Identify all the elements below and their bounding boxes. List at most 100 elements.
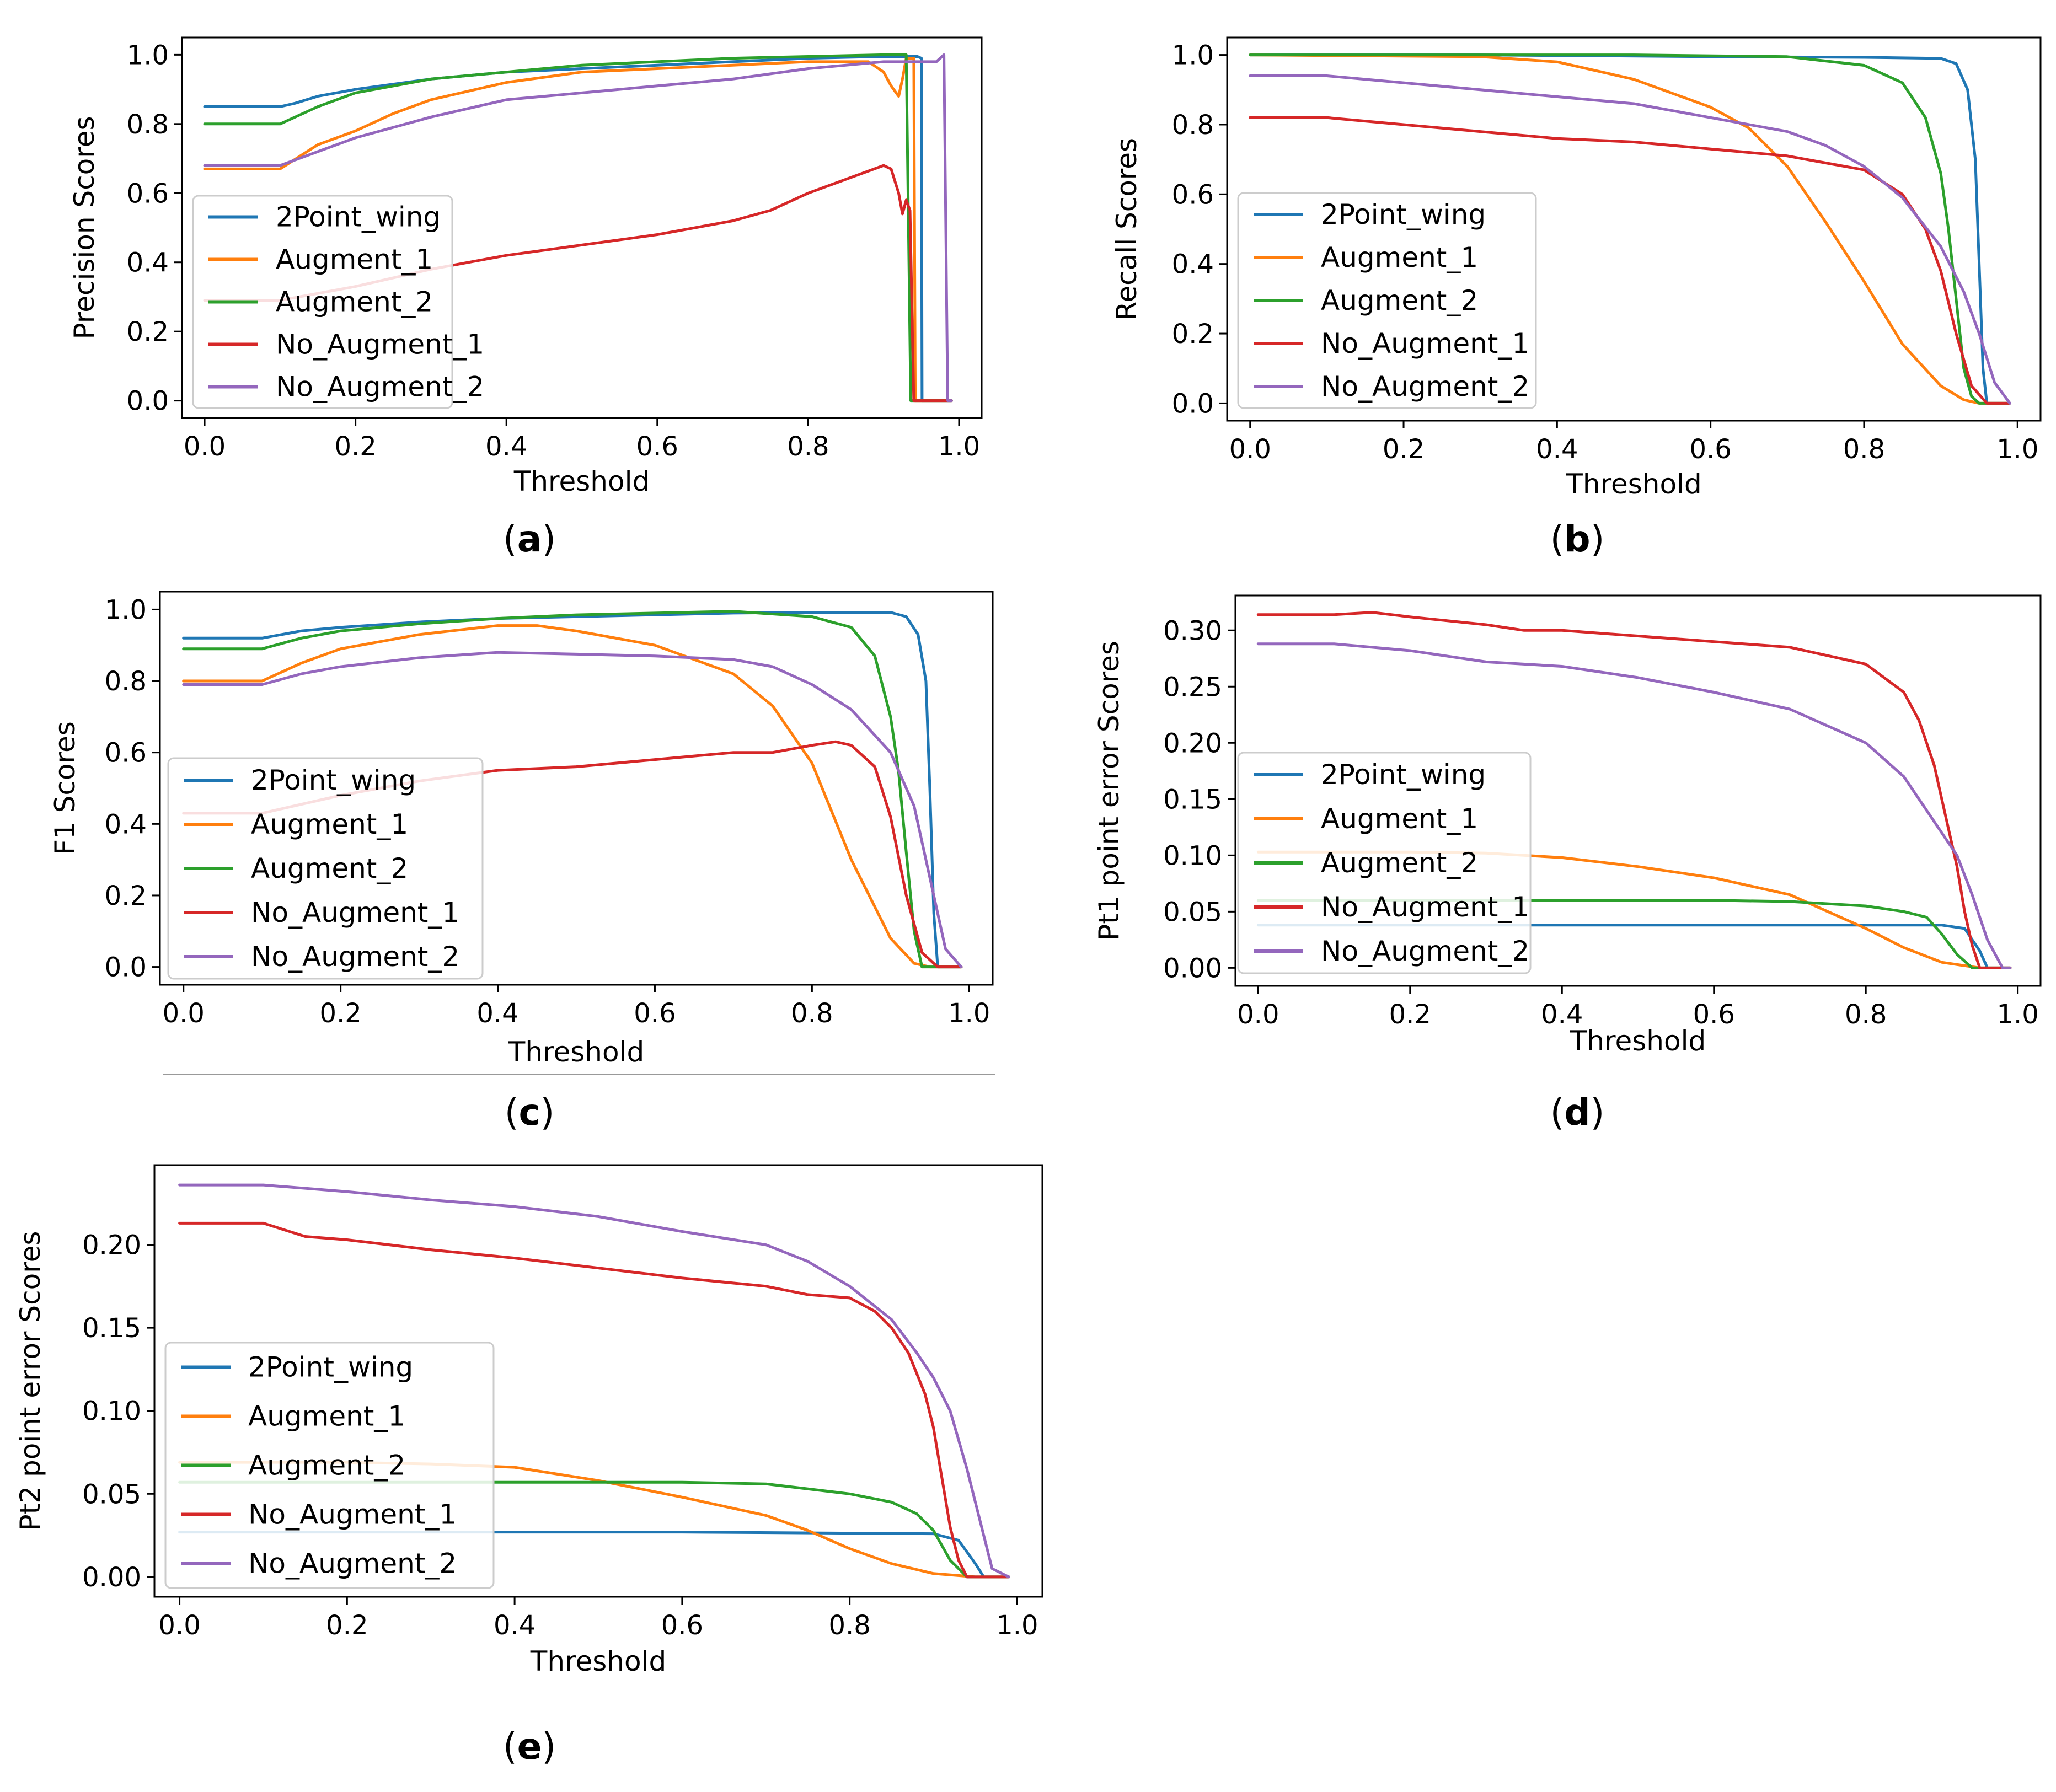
plot-frame bbox=[1234, 594, 2042, 987]
legend-label: No_Augment_2 bbox=[276, 371, 484, 403]
legend-frame bbox=[192, 195, 453, 409]
y-tick-label: 0.20 bbox=[82, 1230, 141, 1261]
y-tick-label: 0.4 bbox=[105, 809, 147, 840]
y-tick-label: 0.0 bbox=[127, 386, 169, 417]
legend-label: Augment_2 bbox=[1321, 847, 1478, 879]
legend-frame bbox=[1237, 192, 1537, 409]
panel-caption: (c) bbox=[505, 1091, 555, 1134]
legend-label: Augment_2 bbox=[251, 852, 408, 884]
y-axis-label: F1 Scores bbox=[49, 721, 81, 855]
y-tick-label: 0.2 bbox=[127, 316, 169, 347]
y-tick-label: 0.6 bbox=[127, 178, 169, 209]
series-line-augment-2 bbox=[178, 1480, 1010, 1579]
caption-letter: b bbox=[1564, 518, 1590, 560]
series-line-augment-1 bbox=[1249, 53, 2011, 405]
x-tick-label: 0.4 bbox=[485, 431, 527, 462]
y-tick-label: 0.00 bbox=[82, 1562, 141, 1593]
legend-label: Augment_1 bbox=[276, 244, 433, 276]
x-tick-label: 0.6 bbox=[634, 998, 676, 1029]
x-tick-label: 0.6 bbox=[636, 431, 678, 462]
y-axis-label: Precision Scores bbox=[68, 116, 100, 339]
y-tick-label: 0.10 bbox=[82, 1396, 141, 1427]
legend-label: Augment_2 bbox=[1321, 285, 1478, 316]
caption-open-paren: ( bbox=[503, 1725, 517, 1768]
y-tick-label: 0.25 bbox=[1163, 672, 1222, 702]
y-tick-label: 0.4 bbox=[127, 248, 169, 278]
legend-label: Augment_1 bbox=[1321, 803, 1478, 835]
caption-letter: d bbox=[1564, 1091, 1590, 1134]
legend-label: No_Augment_2 bbox=[1321, 935, 1529, 967]
x-tick-label: 0.0 bbox=[163, 998, 205, 1029]
plot-frame bbox=[153, 1164, 1043, 1598]
x-tick-label: 0.0 bbox=[1237, 999, 1279, 1030]
x-tick-label: 0.2 bbox=[1389, 999, 1431, 1030]
y-tick-label: 0.6 bbox=[105, 738, 147, 769]
legend-label: No_Augment_2 bbox=[251, 941, 459, 973]
plot-frame bbox=[1226, 36, 2042, 422]
caption-open-paren: ( bbox=[505, 1091, 519, 1134]
y-tick-label: 0.15 bbox=[1163, 784, 1222, 815]
y-tick-label: 0.05 bbox=[1163, 897, 1222, 927]
x-tick-label: 0.4 bbox=[476, 998, 518, 1029]
panel-caption: (b) bbox=[1550, 518, 1605, 560]
x-tick-label: 1.0 bbox=[996, 1610, 1038, 1641]
chart-e: 2Point_wing Augment_1 Augment_2 No_Augment_… bbox=[14, 1164, 1043, 1768]
series-line-no-augment-1 bbox=[178, 1221, 1010, 1579]
series-line-no-augment-2 bbox=[178, 1183, 1010, 1579]
series-line-no-augment-2 bbox=[182, 651, 963, 969]
legend: 2Point_wing Augment_1 Augment_2 No_Augment_… bbox=[167, 757, 484, 980]
chart-c: 2Point_wing Augment_1 Augment_2 No_Augment_… bbox=[49, 591, 994, 1134]
y-tick-label: 0.4 bbox=[1172, 249, 1214, 280]
legend-label: No_Augment_2 bbox=[1321, 371, 1529, 403]
y-axis-label: Pt2 point error Scores bbox=[14, 1231, 46, 1531]
y-tick-label: 0.8 bbox=[127, 109, 169, 140]
legend-label: Augment_2 bbox=[248, 1450, 405, 1482]
y-tick-label: 0.8 bbox=[105, 666, 147, 697]
y-tick-label: 0.2 bbox=[105, 881, 147, 911]
x-axis-label: Threshold bbox=[530, 1645, 666, 1677]
x-tick-label: 0.0 bbox=[158, 1610, 200, 1641]
plot-frame bbox=[159, 591, 994, 986]
x-tick-label: 0.6 bbox=[1689, 434, 1731, 465]
y-tick-label: 0.05 bbox=[82, 1479, 141, 1510]
legend: 2Point_wing Augment_1 Augment_2 No_Augment_… bbox=[164, 1342, 495, 1589]
legend-label: No_Augment_1 bbox=[276, 329, 484, 361]
series-line-augment-2 bbox=[182, 610, 963, 969]
x-axis-label: Threshold bbox=[1570, 1025, 1706, 1057]
x-tick-label: 0.8 bbox=[791, 998, 833, 1029]
legend-label: 2Point_wing bbox=[1321, 759, 1486, 791]
legend-label: No_Augment_1 bbox=[248, 1499, 457, 1531]
x-tick-label: 1.0 bbox=[1996, 434, 2038, 465]
panel-caption: (a) bbox=[503, 518, 556, 560]
legend: 2Point_wing Augment_1 Augment_2 No_Augment_… bbox=[192, 195, 484, 409]
caption-open-paren: ( bbox=[1550, 1091, 1565, 1134]
legend-label: 2Point_wing bbox=[276, 201, 441, 233]
legend-label: 2Point_wing bbox=[248, 1351, 413, 1383]
caption-close-paren: ) bbox=[540, 1091, 555, 1134]
x-tick-label: 0.8 bbox=[1845, 999, 1887, 1030]
x-tick-label: 0.8 bbox=[787, 431, 829, 462]
x-tick-label: 0.2 bbox=[326, 1610, 368, 1641]
series-line-no-augment-2 bbox=[1256, 642, 2012, 969]
caption-letter: e bbox=[517, 1725, 542, 1768]
y-tick-label: 0.15 bbox=[82, 1313, 141, 1344]
caption-letter: a bbox=[517, 518, 542, 560]
legend-label: No_Augment_1 bbox=[1321, 891, 1529, 923]
y-tick-label: 0.8 bbox=[1172, 110, 1214, 141]
legend-label: 2Point_wing bbox=[251, 764, 416, 796]
series-line-no-augment-2 bbox=[1249, 74, 2011, 405]
legend-label: Augment_1 bbox=[1321, 242, 1478, 273]
x-tick-label: 0.4 bbox=[494, 1610, 536, 1641]
x-tick-label: 0.2 bbox=[319, 998, 361, 1029]
x-tick-label: 1.0 bbox=[938, 431, 980, 462]
panel-caption: (d) bbox=[1550, 1091, 1605, 1134]
series-line-augment-2 bbox=[1249, 53, 2011, 405]
x-tick-label: 0.0 bbox=[184, 431, 226, 462]
caption-close-paren: ) bbox=[542, 1725, 556, 1768]
chart-d: 2Point_wing Augment_1 Augment_2 No_Augment_… bbox=[1093, 594, 2042, 1134]
y-tick-label: 0.00 bbox=[1163, 953, 1222, 984]
series-line-augment-2 bbox=[203, 53, 953, 403]
y-tick-label: 0.2 bbox=[1172, 319, 1214, 350]
x-tick-label: 0.2 bbox=[1383, 434, 1425, 465]
x-tick-label: 0.2 bbox=[334, 431, 376, 462]
